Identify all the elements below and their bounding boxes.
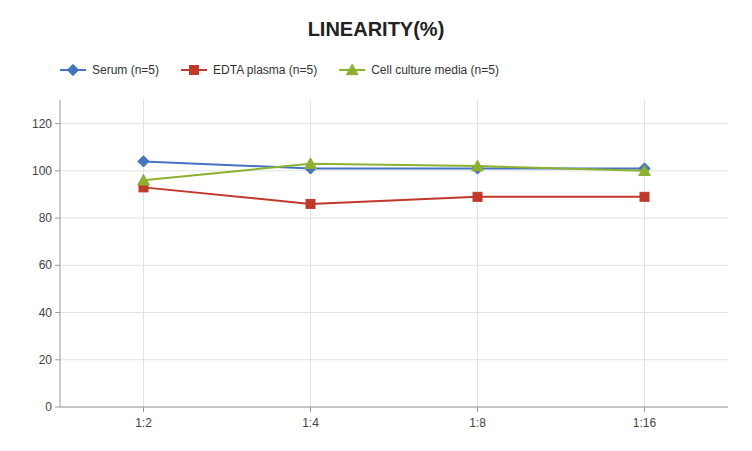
y-tick xyxy=(55,218,60,219)
marker xyxy=(305,158,317,169)
y-tick-label: 0 xyxy=(45,400,52,414)
legend-marker xyxy=(190,66,199,75)
grid-line-y xyxy=(60,218,728,219)
grid-line-y xyxy=(60,123,728,124)
y-tick-label: 80 xyxy=(39,211,53,225)
marker xyxy=(639,165,651,176)
y-tick-label: 40 xyxy=(39,306,53,320)
grid-line-y xyxy=(60,407,728,408)
y-tick xyxy=(55,170,60,171)
grid-line-x xyxy=(143,100,144,407)
y-tick xyxy=(55,407,60,408)
chart-container: LINEARITY(%) 0 20 40 60 80 100 120 1:2 1:4 1:8 1:16… xyxy=(0,0,752,451)
y-tick-label: 100 xyxy=(32,164,52,178)
y-tick xyxy=(55,265,60,266)
y-tick xyxy=(55,359,60,360)
grid-line-y xyxy=(60,359,728,360)
plot-area xyxy=(138,156,651,209)
series-line xyxy=(144,164,645,181)
grid xyxy=(60,100,728,407)
marker xyxy=(138,174,150,185)
marker xyxy=(473,192,482,201)
series-line xyxy=(144,187,645,204)
y-tick-label: 120 xyxy=(32,117,52,131)
legend-marker xyxy=(346,64,358,75)
x-tick xyxy=(310,407,311,412)
marker xyxy=(640,192,649,201)
title: LINEARITY(%) xyxy=(308,18,445,40)
series xyxy=(138,158,651,185)
grid-line-x xyxy=(644,100,645,407)
legend-item: Serum (n=5) xyxy=(60,63,159,77)
x-tick-label: 1:2 xyxy=(135,416,152,430)
legend-label: EDTA plasma (n=5) xyxy=(213,63,317,77)
x-tick xyxy=(477,407,478,412)
grid-line-y xyxy=(60,265,728,266)
x-axis-line xyxy=(60,407,728,408)
y-tick-label: 20 xyxy=(39,353,53,367)
marker xyxy=(472,160,484,171)
series xyxy=(139,183,649,209)
grid-line-x xyxy=(310,100,311,407)
legend: Serum (n=5) EDTA plasma (n=5) Cell culture… xyxy=(60,63,499,77)
legend-label: Cell culture media (n=5) xyxy=(371,63,499,77)
legend-item: EDTA plasma (n=5) xyxy=(181,63,317,77)
axes: 0 20 40 60 80 100 120 1:2 1:4 1:8 1:16 xyxy=(32,100,728,430)
legend-marker xyxy=(67,64,78,75)
y-tick xyxy=(55,123,60,124)
grid-line-y xyxy=(60,312,728,313)
x-tick-label: 1:8 xyxy=(469,416,486,430)
x-tick xyxy=(143,407,144,412)
x-tick-label: 1:4 xyxy=(302,416,319,430)
y-tick-label: 60 xyxy=(39,258,53,272)
marker xyxy=(306,199,315,208)
x-tick-label: 1:16 xyxy=(633,416,657,430)
y-tick xyxy=(55,312,60,313)
y-axis-line xyxy=(60,100,61,407)
x-tick xyxy=(644,407,645,412)
grid-line-x xyxy=(477,100,478,407)
legend-item: Cell culture media (n=5) xyxy=(339,63,499,77)
marker xyxy=(138,156,149,167)
legend-label: Serum (n=5) xyxy=(92,63,159,77)
chart: LINEARITY(%) 0 20 40 60 80 100 120 1:2 1:4 1:8 1:16… xyxy=(0,0,752,451)
